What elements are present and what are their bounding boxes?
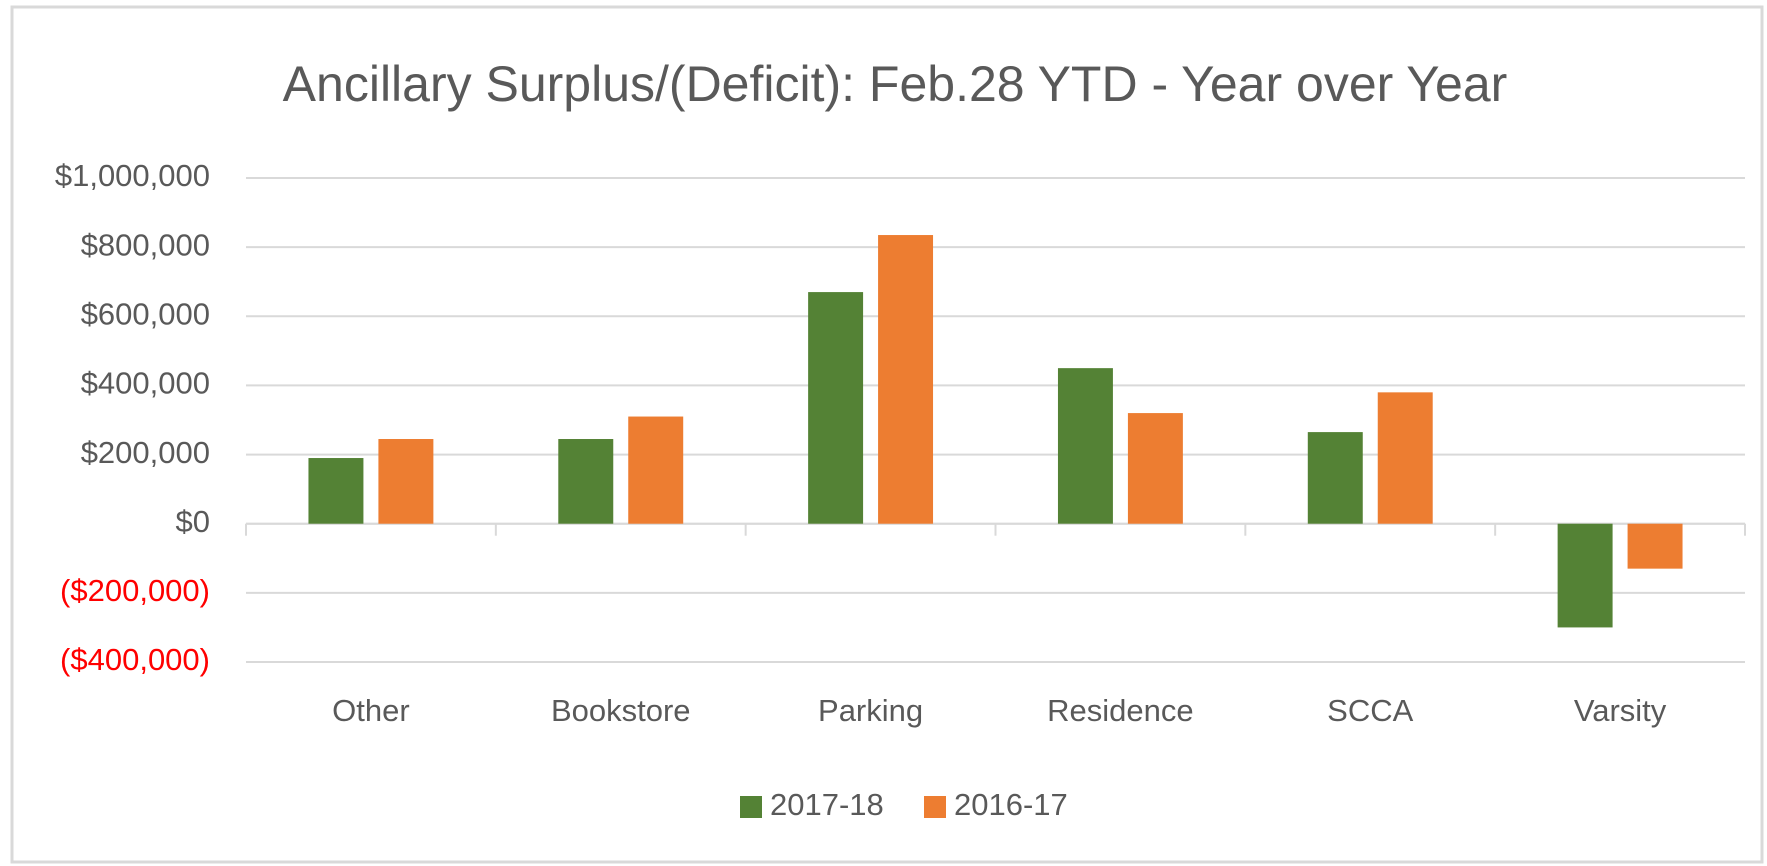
y-tick-label: $600,000 bbox=[81, 296, 210, 331]
bar bbox=[1127, 413, 1183, 524]
y-tick-label: ($400,000) bbox=[60, 642, 210, 677]
bar bbox=[1377, 392, 1433, 524]
legend-swatch bbox=[740, 796, 762, 818]
y-tick-label: $400,000 bbox=[81, 366, 210, 401]
y-tick-label: $0 bbox=[176, 504, 210, 539]
x-tick-label: Other bbox=[332, 693, 410, 728]
legend-label: 2016-17 bbox=[954, 787, 1068, 822]
bar bbox=[378, 439, 434, 524]
x-tick-label: SCCA bbox=[1327, 693, 1413, 728]
x-tick-label: Residence bbox=[1047, 693, 1193, 728]
y-tick-label: $1,000,000 bbox=[55, 158, 210, 193]
bar bbox=[558, 439, 614, 524]
bar bbox=[1557, 523, 1613, 628]
y-tick-label: $200,000 bbox=[81, 435, 210, 470]
chart-title: Ancillary Surplus/(Deficit): Feb.28 YTD … bbox=[283, 56, 1508, 112]
bar bbox=[1057, 368, 1113, 524]
x-tick-label: Bookstore bbox=[551, 693, 691, 728]
bar bbox=[308, 458, 364, 524]
bar bbox=[628, 416, 684, 524]
bar bbox=[808, 292, 864, 524]
bar bbox=[878, 235, 934, 524]
legend-label: 2017-18 bbox=[770, 787, 884, 822]
legend-swatch bbox=[924, 796, 946, 818]
x-tick-label: Parking bbox=[818, 693, 923, 728]
x-tick-label: Varsity bbox=[1574, 693, 1667, 728]
y-tick-label: $800,000 bbox=[81, 227, 210, 262]
y-tick-label: ($200,000) bbox=[60, 573, 210, 608]
bar bbox=[1627, 523, 1683, 569]
bar bbox=[1307, 432, 1363, 524]
